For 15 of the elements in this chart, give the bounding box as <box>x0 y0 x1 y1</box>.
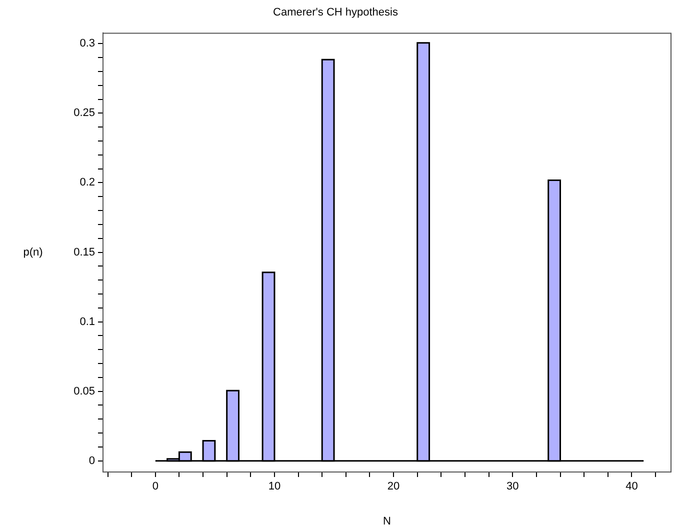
x-tick-label: 30 <box>506 480 519 493</box>
x-tick-label: 20 <box>387 480 400 493</box>
y-tick-label: 0.05 <box>74 385 95 398</box>
y-axis-title: p(n) <box>23 246 43 259</box>
y-tick-label: 0.25 <box>74 107 95 120</box>
y-tick-label: 0 <box>88 454 95 467</box>
y-tick-label: 0.15 <box>74 246 95 258</box>
x-axis-title: N <box>383 515 392 528</box>
y-tick-label: 0.1 <box>80 316 95 328</box>
x-tick-label: 0 <box>152 480 158 493</box>
chart-title: Camerer's CH hypothesis <box>273 6 398 19</box>
y-tick-label: 0.3 <box>80 38 95 50</box>
x-tick-label: 10 <box>268 480 281 493</box>
x-tick-label: 40 <box>626 480 638 493</box>
y-tick-label: 0.2 <box>80 176 95 189</box>
